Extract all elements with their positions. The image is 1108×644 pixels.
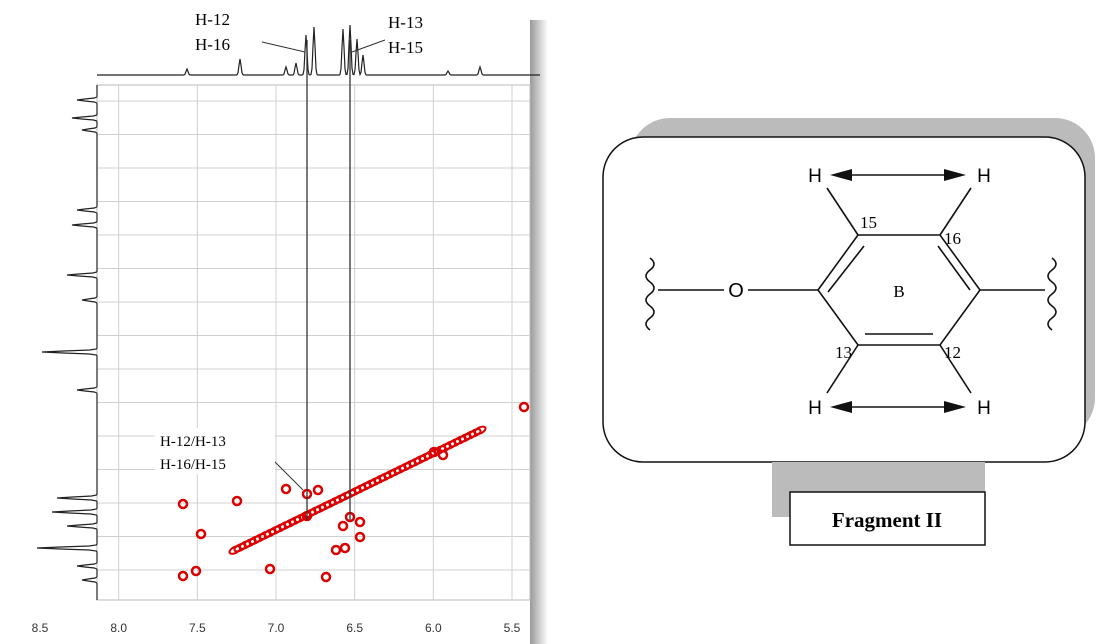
cross-peak bbox=[330, 544, 342, 556]
atom-label: H bbox=[977, 166, 991, 187]
cross-peak bbox=[518, 401, 530, 413]
x-axis: 8.5 8.0 7.5 7.0 6.5 6.0 5.5 bbox=[32, 621, 521, 635]
structure-diagram: H H H H 15 16 13 12 O B Fragment II bbox=[602, 118, 1095, 546]
caption: Fragment II bbox=[832, 508, 942, 532]
cross-peak bbox=[339, 542, 351, 554]
cross-peak bbox=[195, 528, 207, 540]
arrow-head bbox=[944, 169, 966, 181]
x-tick-label: 6.0 bbox=[425, 621, 442, 635]
bond bbox=[939, 187, 972, 236]
plot-area bbox=[96, 84, 531, 601]
bond bbox=[826, 187, 859, 236]
carbon-number: 12 bbox=[944, 343, 961, 362]
atom-label: O bbox=[728, 280, 744, 302]
carbon-number: 13 bbox=[835, 343, 852, 362]
cross-peak-label: H-12/H-13 bbox=[160, 434, 226, 450]
structure-box bbox=[602, 136, 1086, 463]
atom-label: H bbox=[808, 398, 822, 419]
peak-label: H-15 bbox=[388, 38, 423, 57]
cross-peak bbox=[428, 446, 440, 458]
cross-peak bbox=[190, 565, 202, 577]
diagonal-peak bbox=[468, 428, 482, 438]
peak-label: H-13 bbox=[388, 13, 423, 32]
cross-peak bbox=[280, 483, 292, 495]
cross-peak bbox=[264, 563, 276, 575]
cross-peak bbox=[354, 516, 366, 528]
peak-label: H-16 bbox=[195, 35, 230, 54]
cross-peak bbox=[320, 571, 332, 583]
bond bbox=[826, 344, 859, 394]
panel-shadow bbox=[530, 20, 548, 644]
label-bg bbox=[155, 428, 275, 474]
cross-peak bbox=[177, 570, 189, 582]
double-bond bbox=[937, 245, 971, 291]
x-tick-label: 6.5 bbox=[346, 621, 363, 635]
double-bond bbox=[827, 245, 865, 293]
x-tick-label: 7.5 bbox=[189, 621, 206, 635]
cross-peak bbox=[354, 531, 366, 543]
cross-peaks bbox=[177, 401, 530, 583]
cross-peak-label: H-16/H-15 bbox=[160, 457, 226, 473]
diagonal-peak bbox=[473, 425, 487, 436]
cross-peak bbox=[312, 484, 324, 496]
left-1d-spectrum bbox=[36, 85, 98, 600]
wavy-bond bbox=[645, 257, 655, 331]
cross-peak bbox=[437, 449, 449, 461]
atom-label: H bbox=[808, 166, 822, 187]
cross-peak bbox=[177, 498, 189, 510]
cross-peak bbox=[337, 520, 349, 532]
peak-label: H-12 bbox=[195, 10, 230, 29]
top-1d-spectrum bbox=[97, 24, 540, 77]
carbon-number: 16 bbox=[944, 229, 961, 248]
atom-label: H bbox=[977, 398, 991, 419]
x-tick-label: 5.5 bbox=[504, 621, 521, 635]
ring-label: B bbox=[893, 282, 904, 301]
caption-box bbox=[789, 491, 986, 546]
x-tick-label: 8.5 bbox=[32, 621, 49, 635]
x-tick-label: 8.0 bbox=[110, 621, 127, 635]
arrow-head bbox=[944, 401, 966, 413]
bond bbox=[939, 344, 972, 394]
cross-peak bbox=[231, 495, 243, 507]
cosy-spectrum: H-12 H-16 H-13 H-15 H-12/H-13 H-16/H-15 … bbox=[32, 10, 548, 644]
arrow-head bbox=[830, 401, 852, 413]
leader-line bbox=[351, 39, 386, 53]
wavy-bond bbox=[1047, 257, 1057, 331]
x-tick-label: 7.0 bbox=[268, 621, 285, 635]
leader-line bbox=[261, 41, 306, 53]
arrow-head bbox=[830, 169, 852, 181]
carbon-number: 15 bbox=[860, 213, 877, 232]
